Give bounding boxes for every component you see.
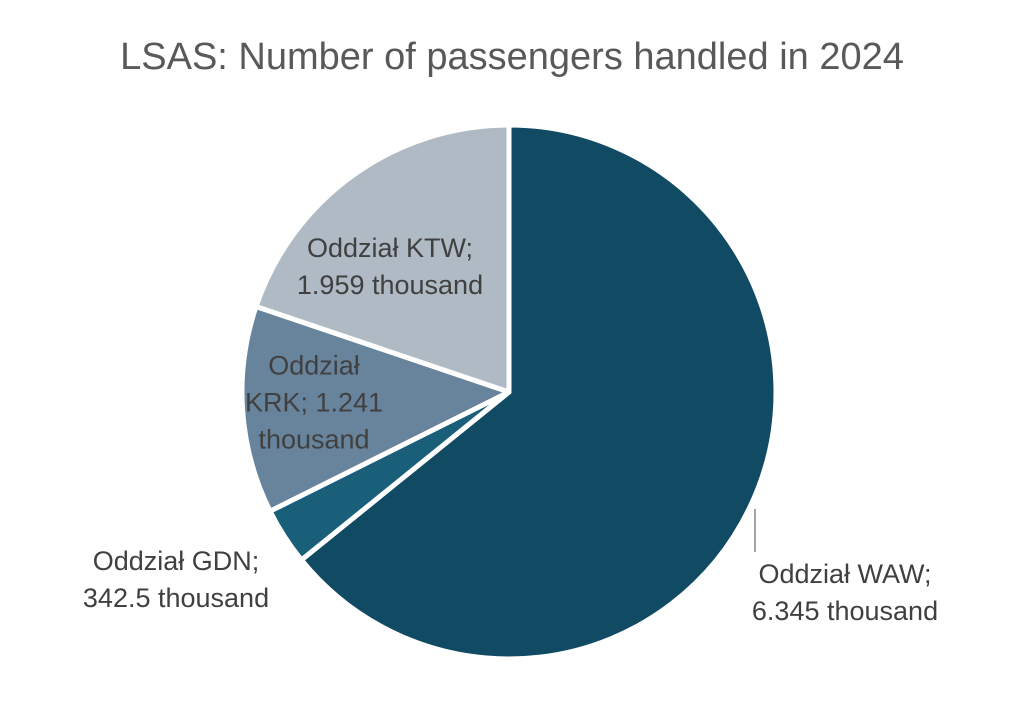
- label-waw-line1: Oddział WAW;: [758, 559, 932, 589]
- label-krk-line3: thousand: [258, 424, 370, 455]
- pie-slice-krk[interactable]: [239, 304, 512, 514]
- label-waw: Oddział WAW; 6.345 thousand: [752, 556, 938, 630]
- pie-slice-ktw[interactable]: [253, 122, 512, 395]
- chart-title: LSAS: Number of passengers handled in 20…: [120, 36, 904, 78]
- label-gdn: Oddział GDN; 342.5 thousand: [83, 543, 269, 617]
- label-waw-line2: 6.345 thousand: [751, 596, 939, 626]
- label-gdn-line2: 342.5 thousand: [82, 583, 270, 613]
- label-ktw: Oddział KTW; 1.959 thousand: [297, 230, 483, 304]
- pie-slice-waw[interactable]: [298, 122, 779, 662]
- label-gdn-line1: Oddział GDN;: [92, 546, 260, 576]
- label-ktw-line1: Oddział KTW;: [306, 233, 474, 263]
- label-krk-line2: KRK; 1.241: [244, 387, 384, 418]
- label-krk-line1: Oddział: [268, 350, 360, 381]
- label-krk: Oddział KRK; 1.241 thousand: [245, 348, 383, 459]
- label-ktw-line2: 1.959 thousand: [296, 270, 484, 300]
